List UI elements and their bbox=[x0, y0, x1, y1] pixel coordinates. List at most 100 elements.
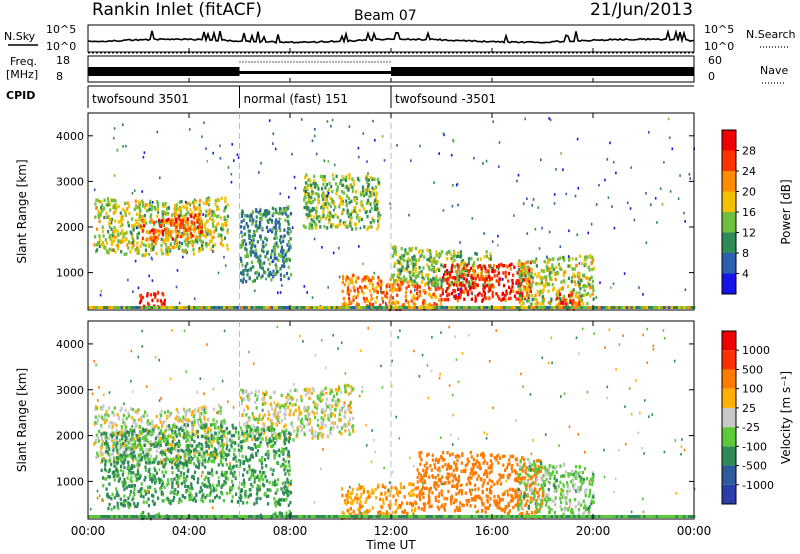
heatmap-cell bbox=[280, 418, 284, 423]
heatmap-cell bbox=[161, 483, 164, 487]
heatmap-cell bbox=[366, 180, 369, 184]
heatmap-cell bbox=[472, 276, 475, 281]
heatmap-cell bbox=[548, 283, 551, 287]
heatmap-cell bbox=[241, 234, 244, 238]
heatmap-cell bbox=[288, 472, 291, 477]
heatmap-cell bbox=[310, 218, 313, 222]
heatmap-cell bbox=[226, 444, 229, 448]
heatmap-cell bbox=[198, 247, 200, 250]
heatmap-cell bbox=[201, 481, 204, 486]
heatmap-cell bbox=[110, 218, 113, 223]
heatmap-cell bbox=[174, 241, 177, 245]
heatmap-cell bbox=[347, 303, 350, 308]
heatmap-cell bbox=[656, 221, 658, 224]
heatmap-cell bbox=[260, 248, 264, 252]
heatmap-cell bbox=[408, 279, 411, 283]
heatmap-cell bbox=[430, 268, 433, 272]
heatmap-cell bbox=[327, 417, 330, 421]
heatmap-cell bbox=[313, 411, 316, 416]
heatmap-cell bbox=[137, 408, 140, 412]
heatmap-cell bbox=[488, 275, 491, 279]
heatmap-cell bbox=[180, 224, 183, 228]
heatmap-cell bbox=[138, 458, 141, 463]
heatmap-cell bbox=[138, 424, 141, 429]
heatmap-cell bbox=[268, 428, 271, 433]
heatmap-cell bbox=[182, 472, 185, 476]
heatmap-cell bbox=[336, 392, 339, 396]
heatmap-cell bbox=[564, 302, 567, 306]
heatmap-cell bbox=[131, 407, 134, 412]
heatmap-cell bbox=[369, 298, 372, 302]
heatmap-cell bbox=[250, 217, 254, 221]
heatmap-cell bbox=[295, 398, 299, 402]
heatmap-cell bbox=[163, 220, 167, 224]
heatmap-cell bbox=[144, 221, 148, 225]
heatmap-cell bbox=[131, 192, 134, 195]
heatmap-cell bbox=[160, 303, 164, 307]
heatmap-cell bbox=[406, 252, 409, 256]
heatmap-cell bbox=[347, 408, 350, 412]
freq-bars bbox=[88, 61, 694, 76]
heatmap-cell bbox=[383, 306, 386, 309]
heatmap-cell bbox=[270, 252, 273, 256]
heatmap-cell bbox=[124, 499, 127, 503]
heatmap-cell bbox=[345, 199, 348, 203]
heatmap-cell bbox=[513, 306, 516, 309]
heatmap-cell bbox=[140, 224, 143, 228]
heatmap-cell bbox=[233, 470, 236, 474]
heatmap-cell bbox=[184, 417, 187, 421]
heatmap-cell bbox=[234, 426, 237, 430]
heatmap-cell bbox=[153, 457, 156, 462]
heatmap-cell bbox=[508, 263, 511, 267]
heatmap-cell bbox=[406, 262, 409, 266]
heatmap-cell bbox=[385, 289, 388, 293]
heatmap-cell bbox=[322, 206, 325, 211]
heatmap-cell bbox=[590, 306, 593, 309]
heatmap-cell bbox=[284, 423, 287, 427]
heatmap-cell bbox=[435, 303, 438, 307]
heatmap-cell bbox=[293, 175, 296, 179]
heatmap-cell bbox=[149, 215, 152, 219]
heatmap-cell bbox=[265, 277, 267, 281]
heatmap-cell bbox=[152, 247, 155, 252]
heatmap-cell bbox=[543, 306, 546, 309]
heatmap-cell bbox=[279, 410, 282, 414]
heatmap-cell bbox=[329, 414, 332, 418]
heatmap-cell bbox=[338, 205, 341, 209]
heatmap-cell bbox=[373, 201, 376, 205]
heatmap-cell bbox=[164, 231, 167, 235]
heatmap-cell bbox=[150, 218, 153, 222]
heatmap-cell bbox=[216, 198, 219, 203]
heatmap-cell bbox=[182, 249, 185, 254]
heatmap-cell bbox=[375, 191, 378, 195]
heatmap-cell bbox=[146, 230, 149, 235]
heatmap-cell bbox=[354, 222, 357, 226]
heatmap-cell bbox=[274, 479, 277, 483]
heatmap-cell bbox=[344, 185, 347, 190]
heatmap-cell bbox=[173, 306, 176, 309]
heatmap-cell bbox=[507, 279, 510, 283]
heatmap-cell bbox=[129, 445, 132, 450]
heatmap-cell bbox=[118, 306, 121, 309]
heatmap-cell bbox=[338, 246, 340, 250]
heatmap-cell bbox=[259, 432, 262, 436]
heatmap-cell bbox=[559, 256, 562, 260]
heatmap-cell bbox=[498, 277, 501, 281]
heatmap-cell bbox=[146, 237, 149, 241]
heatmap-cell bbox=[270, 424, 273, 428]
heatmap-cell bbox=[280, 209, 283, 213]
heatmap-cell bbox=[332, 426, 335, 430]
heatmap-cell bbox=[141, 447, 144, 452]
heatmap-cell bbox=[683, 306, 686, 309]
heatmap-cell bbox=[140, 431, 144, 435]
heatmap-cell bbox=[136, 469, 139, 473]
heatmap-cell bbox=[242, 478, 245, 482]
heatmap-cell bbox=[189, 441, 192, 445]
heatmap-cell bbox=[176, 222, 179, 226]
heatmap-cell bbox=[151, 279, 154, 282]
heatmap-cell bbox=[650, 203, 652, 207]
heatmap-cell bbox=[344, 178, 348, 183]
heatmap-cell bbox=[273, 252, 276, 257]
heatmap-cell bbox=[220, 456, 223, 461]
heatmap-cell bbox=[248, 467, 251, 471]
